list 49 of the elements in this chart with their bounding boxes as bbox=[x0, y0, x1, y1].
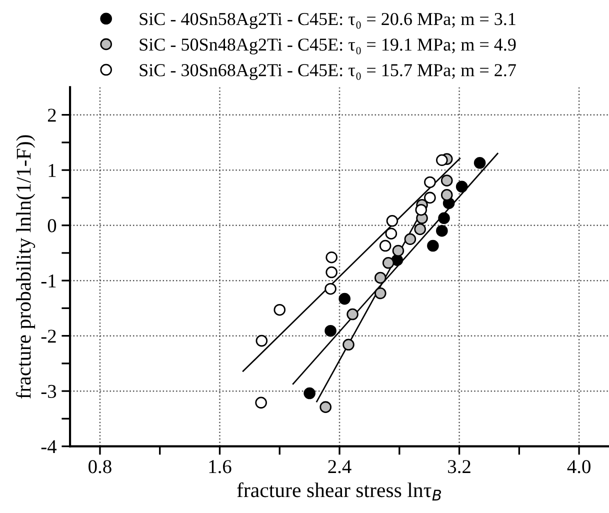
point bbox=[374, 272, 386, 284]
point bbox=[456, 180, 468, 193]
y-tick-label: -4 bbox=[41, 440, 57, 454]
point bbox=[326, 266, 338, 278]
point bbox=[320, 401, 332, 413]
point bbox=[374, 287, 386, 300]
point bbox=[255, 396, 267, 409]
point bbox=[304, 387, 316, 400]
point bbox=[386, 215, 398, 227]
point bbox=[256, 334, 268, 347]
point bbox=[424, 192, 436, 204]
x-tick-label: 2.4 bbox=[328, 460, 352, 474]
y-tick-label: -3 bbox=[41, 384, 56, 398]
point bbox=[414, 223, 426, 236]
point bbox=[415, 204, 428, 216]
point bbox=[379, 240, 392, 252]
point bbox=[346, 308, 358, 320]
x-tick-label: 4.0 bbox=[567, 460, 590, 474]
point bbox=[326, 251, 338, 264]
y-tick-label: -1 bbox=[41, 274, 56, 288]
y-axis-title: fracture probability lnln(1/1-F)) bbox=[16, 135, 36, 399]
legend-label: SiC - 40Sn58Ag2Ti - C45E: τ₀ = 20.6 MPa; m = 3.1 bbox=[140, 12, 516, 29]
legend-label: SiC - 30Sn68Ag2Ti - C45E: τ₀ = 15.7 MPa; m = 2.7 bbox=[140, 64, 516, 80]
point bbox=[427, 240, 439, 252]
point bbox=[338, 292, 351, 305]
point bbox=[424, 176, 436, 188]
point bbox=[342, 338, 354, 351]
x-axis-title: fracture shear stress lnτ$_{B}$ bbox=[237, 482, 442, 500]
point bbox=[440, 174, 453, 186]
point bbox=[474, 156, 486, 169]
point bbox=[436, 224, 448, 237]
point bbox=[324, 282, 336, 295]
y-tick-label: 1 bbox=[48, 164, 56, 177]
point bbox=[440, 189, 453, 201]
point bbox=[382, 256, 394, 269]
x-tick-label: 3.2 bbox=[448, 460, 470, 474]
point bbox=[436, 154, 448, 166]
y-tick-label: 0 bbox=[48, 219, 56, 232]
point bbox=[404, 233, 416, 246]
point bbox=[385, 228, 398, 240]
point bbox=[324, 324, 336, 337]
point bbox=[392, 244, 404, 257]
x-tick-label: 0.8 bbox=[88, 460, 112, 474]
y-tick-label: -2 bbox=[41, 330, 56, 343]
y-tick-label: 2 bbox=[48, 108, 56, 122]
x-tick-label: 1.6 bbox=[209, 460, 232, 474]
point bbox=[274, 304, 286, 316]
point bbox=[438, 212, 450, 224]
legend-label: SiC - 50Sn48Ag2Ti - C45E: τ₀ = 19.1 MPa; m = 4.9 bbox=[140, 38, 516, 54]
